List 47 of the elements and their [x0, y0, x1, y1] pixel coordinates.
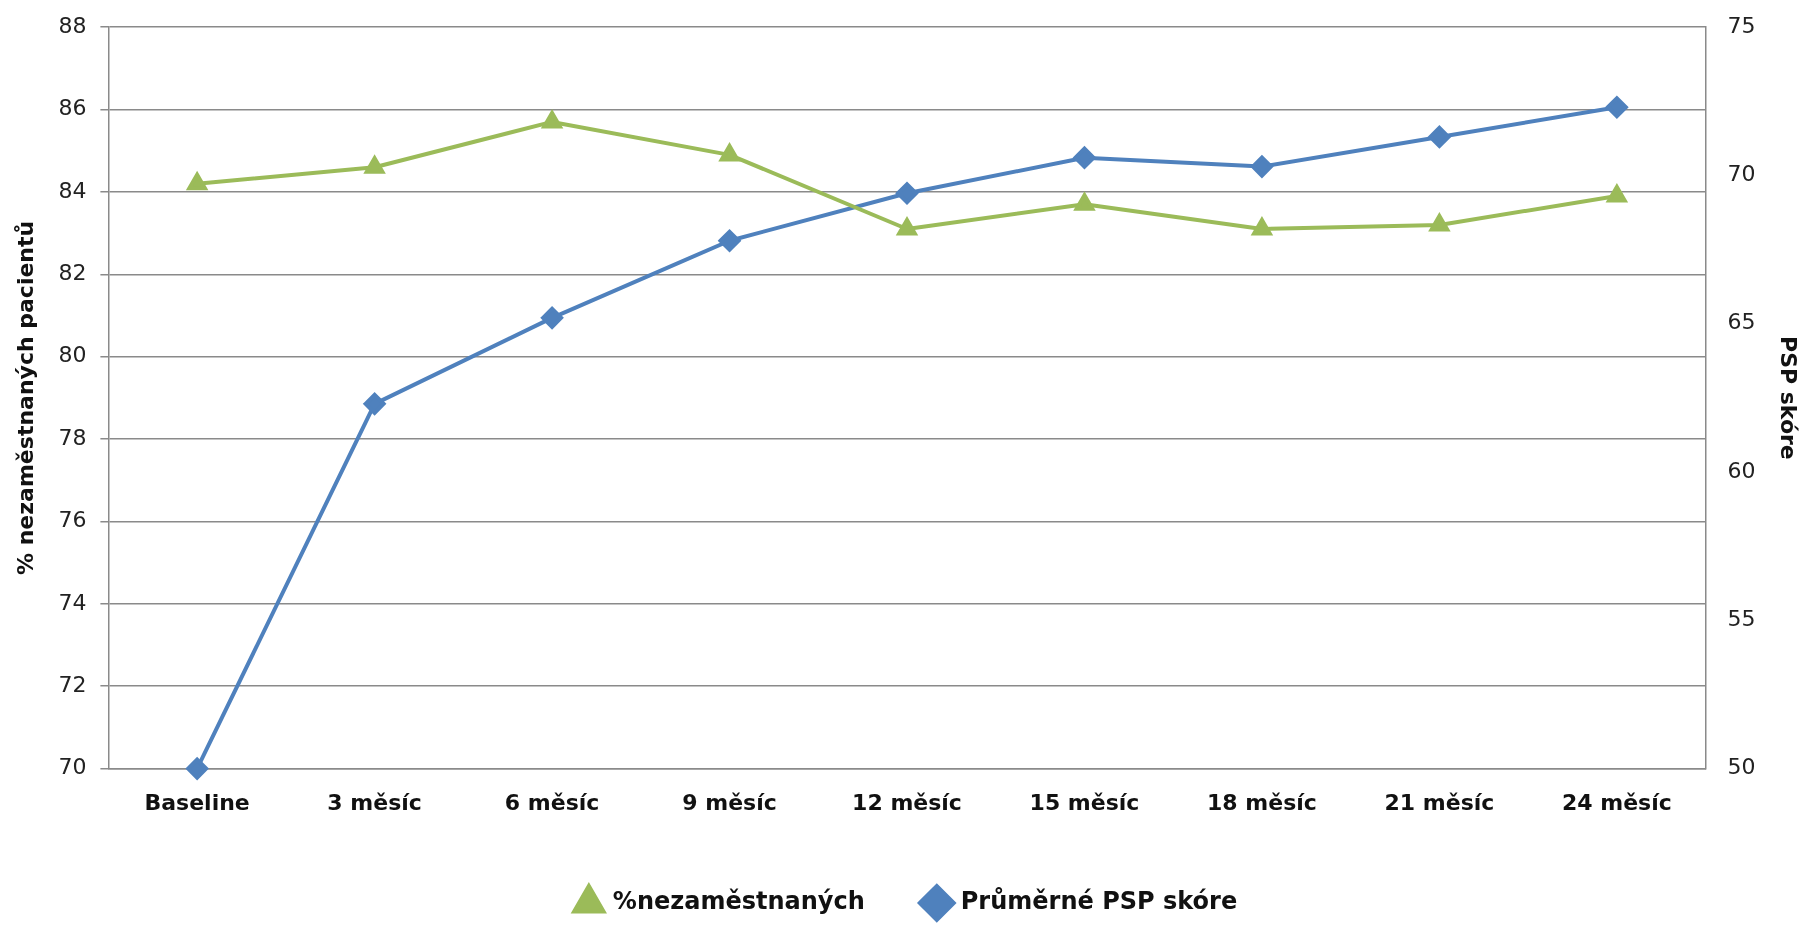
point: [1429, 213, 1450, 232]
point: [186, 170, 209, 191]
y2-axis-title: PSP skóre: [1776, 336, 1802, 460]
point: [1605, 96, 1628, 119]
x-tick-label: 15 měsíc: [1029, 789, 1140, 815]
y-tick-label: 82: [58, 260, 87, 286]
point: [1250, 155, 1273, 178]
y2-tick-label: 75: [1727, 12, 1756, 38]
x-tick-label: 18 měsíc: [1207, 789, 1317, 815]
y-tick-label: 88: [58, 12, 87, 38]
legend-label: %nezaměstnaných: [612, 887, 865, 916]
y-tick-label: 80: [58, 342, 87, 368]
y-tick-label: 76: [58, 507, 87, 533]
legend-label: Průměrné PSP skóre: [960, 887, 1238, 916]
y-tick-label: 86: [58, 95, 87, 121]
point: [186, 757, 209, 780]
y-tick-label: 84: [58, 177, 87, 203]
y2-tick-label: 70: [1727, 161, 1756, 187]
y-axis-title: % nezaměstnaných pacientů: [12, 220, 38, 575]
x-tick-label: 9 měsíc: [682, 789, 777, 815]
point: [363, 392, 386, 415]
y2-tick-label: 65: [1727, 309, 1756, 335]
y2-tick-label: 50: [1727, 754, 1756, 780]
point: [1252, 218, 1272, 236]
x-tick-label: 3 měsíc: [327, 789, 422, 815]
y-tick-label: 72: [58, 671, 87, 697]
x-tick-label: 21 měsíc: [1384, 789, 1495, 815]
x-tick-label: Baseline: [144, 789, 250, 815]
x-tick-label: 6 měsíc: [504, 789, 600, 815]
point: [1073, 146, 1096, 169]
y-tick-label: 74: [58, 589, 87, 615]
point: [719, 143, 740, 162]
point: [364, 156, 385, 174]
y2-tick-label: 60: [1727, 457, 1756, 483]
point: [1074, 193, 1095, 211]
point: [1607, 185, 1627, 203]
point: [542, 110, 562, 129]
y-tick-label: 70: [58, 754, 87, 780]
x-tick-label: 24 měsíc: [1561, 789, 1672, 815]
point: [896, 182, 918, 205]
y2-tick-label: 55: [1727, 606, 1756, 632]
y-tick-label: 78: [58, 424, 87, 450]
point: [718, 229, 741, 252]
point: [1428, 125, 1451, 148]
point: [541, 306, 564, 329]
point: [897, 218, 917, 236]
x-tick-label: 12 měsíc: [852, 789, 962, 815]
